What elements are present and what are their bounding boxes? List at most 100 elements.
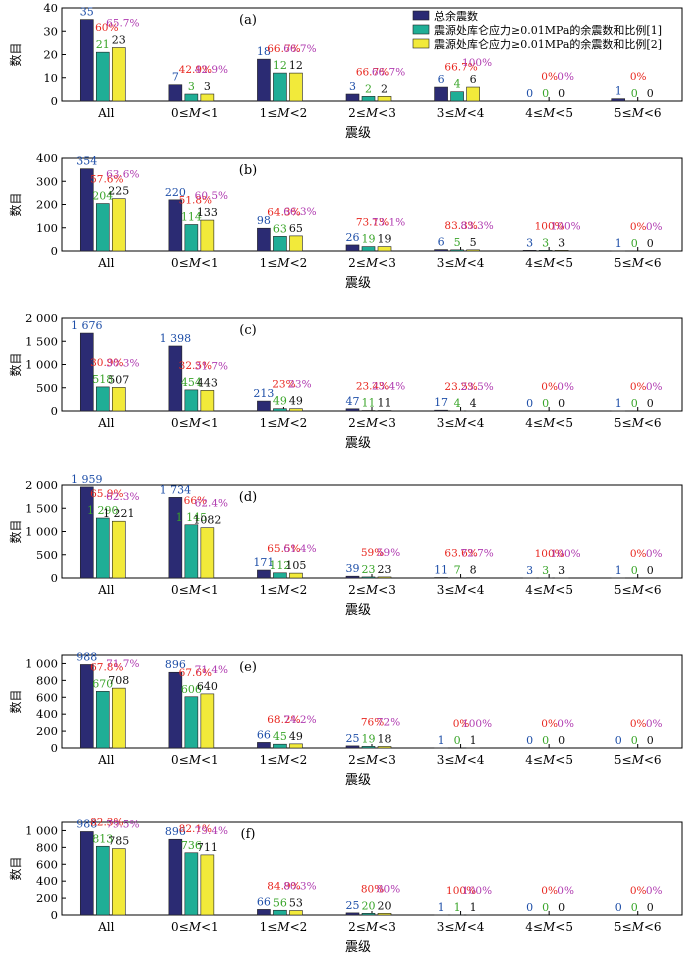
y-tick-label: 20 [43, 48, 58, 62]
x-tick-label: 3≤M<4 [437, 256, 485, 270]
data-label-series-2: 23 [112, 34, 126, 47]
data-label-series-1: 0 [631, 397, 638, 410]
legend: 总余震数震源处库仑应力≥0.01MPa的余震数和比例[1]震源处库仑应力≥0.0… [412, 9, 662, 51]
percent-label-series-1: 100% [535, 220, 565, 232]
x-tick-label: All [97, 753, 115, 767]
x-tick-label: 5≤M<6 [614, 920, 662, 934]
data-label-series-0: 3 [349, 80, 356, 93]
y-tick-label: 2 000 [25, 311, 58, 325]
percent-label-series-2: 23.5% [460, 381, 493, 393]
data-label-series-1: 670 [92, 677, 113, 690]
data-label-series-2: 0 [647, 397, 654, 410]
percent-label-series-2: 79.4% [195, 825, 228, 837]
y-tick-label: 0 [51, 244, 58, 258]
data-label-series-0: 0 [526, 734, 533, 747]
bar-series-1 [95, 691, 110, 749]
data-label-series-0: 6 [438, 73, 445, 86]
percent-label-series-1: 0% [453, 718, 470, 730]
percent-label-series-1: 65.5% [267, 543, 300, 555]
y-tick-label: 1 500 [25, 334, 58, 348]
bar-series-2 [377, 746, 392, 749]
x-tick-label: 0≤M<1 [171, 583, 219, 597]
data-label-series-2: 708 [108, 674, 129, 687]
bar-series-0 [434, 577, 448, 579]
percent-label-series-2: 100% [462, 57, 492, 69]
bar-series-2 [377, 246, 392, 252]
legend-swatch-0 [412, 10, 430, 21]
data-label-series-1: 3 [542, 564, 549, 577]
percent-label-series-2: 65.7% [106, 18, 139, 30]
bar-series-0 [79, 664, 94, 749]
percent-label-series-1: 0% [630, 718, 647, 730]
bar-series-0 [345, 408, 360, 412]
x-tick-label: 4≤M<5 [525, 753, 573, 767]
bar-series-0 [434, 409, 448, 412]
y-tick-label: 200 [36, 891, 58, 905]
bar-series-1 [361, 410, 376, 412]
percent-label-series-2: 100% [551, 548, 581, 560]
percent-label-series-1: 67.8% [90, 661, 123, 673]
y-axis-label: 数目 [8, 42, 23, 66]
data-label-series-0: 988 [76, 650, 97, 663]
data-label-series-1: 518 [92, 373, 113, 386]
data-label-series-0: 26 [346, 231, 360, 244]
x-tick-label: 4≤M<5 [525, 583, 573, 597]
percent-label-series-2: 66.7% [283, 43, 316, 55]
data-label-series-0: 0 [526, 87, 533, 100]
y-tick-label: 400 [36, 874, 58, 888]
x-axis-label: 震级 [345, 940, 371, 955]
bar-series-2 [289, 743, 303, 749]
y-tick-label: 10 [43, 71, 58, 85]
data-label-series-2: 65 [289, 222, 303, 235]
y-tick-label: 1 000 [25, 358, 58, 372]
percent-label-series-2: 66.3% [283, 206, 316, 218]
data-label-series-2: 0 [647, 901, 654, 914]
data-label-series-0: 98 [257, 214, 271, 227]
percent-label-series-1: 59% [361, 547, 384, 559]
bar-series-2 [466, 249, 480, 252]
data-label-series-0: 25 [346, 732, 360, 745]
panel-label: (b) [239, 163, 257, 178]
data-label-series-2: 133 [197, 206, 218, 219]
data-label-series-0: 1 [615, 564, 622, 577]
data-label-series-0: 171 [253, 556, 274, 569]
percent-label-series-2: 80.3% [283, 881, 316, 893]
data-label-series-2: 0 [558, 734, 565, 747]
percent-label-series-2: 23% [288, 379, 311, 391]
data-label-series-0: 17 [434, 396, 448, 409]
percent-label-series-2: 0% [646, 885, 663, 897]
percent-label-series-1: 66.7% [444, 62, 477, 74]
bar-series-1 [361, 246, 376, 252]
x-tick-label: 5≤M<6 [614, 256, 662, 270]
data-label-series-2: 19 [378, 233, 392, 246]
percent-label-series-1: 60% [95, 22, 118, 34]
percent-label-series-2: 0% [557, 71, 574, 83]
bar-series-0 [79, 168, 94, 252]
data-label-series-2: 20 [378, 899, 392, 912]
bar-series-2 [111, 387, 126, 412]
percent-label-series-2: 0% [646, 381, 663, 393]
x-tick-label: 1≤M<2 [260, 753, 308, 767]
bar-series-2 [111, 198, 126, 252]
panel-label: (a) [239, 13, 257, 28]
y-tick-label: 1 000 [25, 656, 58, 670]
y-tick-label: 500 [36, 548, 58, 562]
percent-label-series-1: 0% [630, 221, 647, 233]
data-label-series-1: 0 [454, 734, 461, 747]
x-tick-label: 1≤M<2 [260, 416, 308, 430]
data-label-series-1: 23 [362, 563, 376, 576]
bar-series-1 [95, 845, 110, 916]
data-label-series-0: 896 [165, 658, 186, 671]
legend-swatch-2 [412, 38, 430, 49]
bar-series-0 [257, 742, 271, 749]
bar-series-1 [273, 572, 287, 579]
data-label-series-2: 105 [285, 559, 306, 572]
bar-series-0 [345, 575, 360, 579]
x-tick-label: All [97, 920, 115, 934]
percent-label-series-2: 0% [646, 718, 663, 730]
x-tick-label: 5≤M<6 [614, 416, 662, 430]
data-label-series-0: 1 734 [160, 483, 192, 496]
bar-series-1 [273, 743, 287, 749]
percent-label-series-2: 100% [462, 885, 492, 897]
percent-label-series-2: 62.4% [195, 498, 228, 510]
